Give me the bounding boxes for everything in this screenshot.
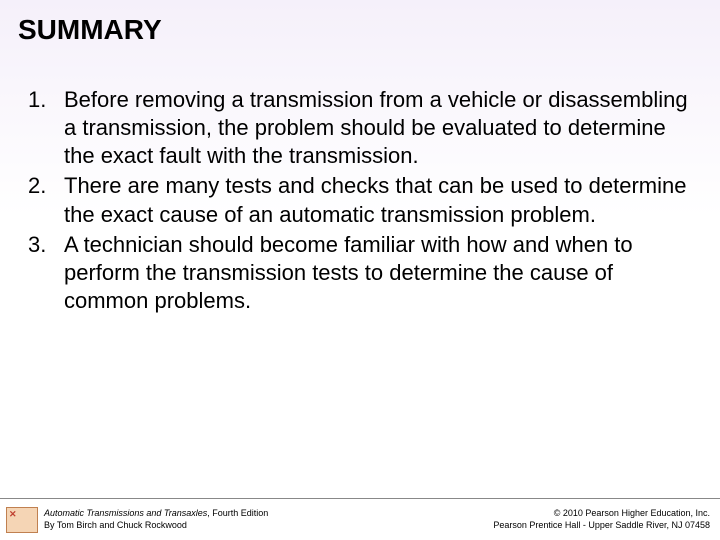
- footer-left-text: Automatic Transmissions and Transaxles, …: [44, 508, 268, 531]
- content-area: Before removing a transmission from a ve…: [0, 46, 720, 315]
- footer-author: By Tom Birch and Chuck Rockwood: [44, 520, 268, 531]
- footer: Automatic Transmissions and Transaxles, …: [0, 498, 720, 540]
- placeholder-image-icon: [6, 507, 38, 533]
- slide-title: SUMMARY: [0, 0, 720, 46]
- list-item: There are many tests and checks that can…: [28, 172, 692, 228]
- list-item: A technician should become familiar with…: [28, 231, 692, 315]
- slide: SUMMARY Before removing a transmission f…: [0, 0, 720, 540]
- footer-copyright: © 2010 Pearson Higher Education, Inc.: [493, 508, 710, 519]
- footer-book-title-italic: Automatic Transmissions and Transaxles: [44, 508, 207, 518]
- footer-left: Automatic Transmissions and Transaxles, …: [6, 507, 268, 533]
- footer-publisher: Pearson Prentice Hall - Upper Saddle Riv…: [493, 520, 710, 531]
- footer-right: © 2010 Pearson Higher Education, Inc. Pe…: [493, 508, 710, 531]
- footer-book-title: Automatic Transmissions and Transaxles, …: [44, 508, 268, 519]
- summary-list: Before removing a transmission from a ve…: [28, 86, 692, 315]
- footer-book-title-rest: , Fourth Edition: [207, 508, 268, 518]
- list-item: Before removing a transmission from a ve…: [28, 86, 692, 170]
